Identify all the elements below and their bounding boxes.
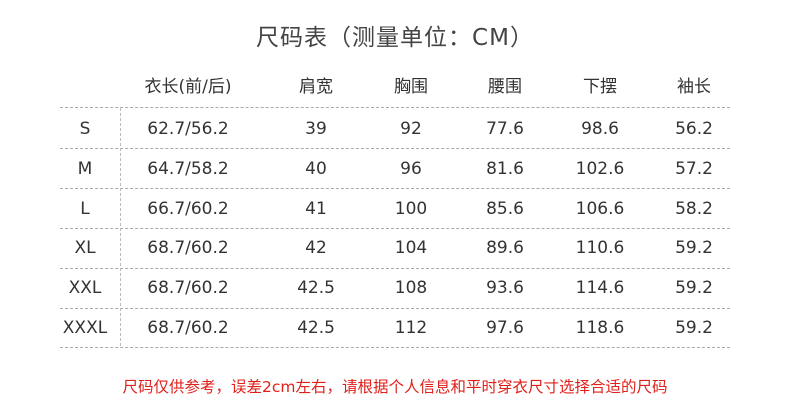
row-divider	[60, 107, 730, 108]
row-divider	[60, 347, 730, 348]
table-cell: 114.6	[575, 278, 625, 299]
table-cell: 77.6	[486, 119, 524, 139]
table-cell: 104	[394, 238, 428, 259]
row-divider	[60, 148, 730, 149]
row-divider	[60, 308, 730, 309]
table-cell: 118.6	[575, 318, 625, 338]
table-cell: 59.2	[675, 318, 713, 338]
table-cell: 85.6	[486, 198, 524, 219]
column-header: 胸围	[394, 77, 428, 97]
table-cell: 68.7/60.2	[147, 318, 229, 338]
column-header: 下摆	[583, 77, 617, 97]
table-cell: 40	[305, 158, 327, 179]
column-header: 袖长	[677, 77, 711, 97]
table-cell: 68.7/60.2	[147, 238, 229, 259]
size-label: XXL	[68, 278, 102, 299]
size-label: L	[80, 198, 90, 219]
size-label: S	[79, 119, 91, 139]
size-label: M	[77, 158, 93, 179]
table-cell: 39	[305, 119, 327, 139]
disclaimer-note: 尺码仅供参考，误差2cm左右，请根据个人信息和平时穿衣尺寸选择合适的尺码	[122, 378, 668, 396]
column-header: 肩宽	[299, 77, 333, 97]
table-cell: 112	[394, 318, 428, 338]
row-divider	[60, 228, 730, 229]
page-title: 尺码表（测量单位：CM）	[256, 25, 534, 51]
table-cell: 57.2	[675, 158, 713, 179]
table-cell: 41	[305, 198, 327, 219]
table-cell: 68.7/60.2	[147, 278, 229, 299]
row-divider	[60, 268, 730, 269]
table-cell: 62.7/56.2	[147, 119, 229, 139]
size-label: XL	[74, 238, 96, 259]
size-label: XXXL	[62, 318, 108, 338]
table-cell: 59.2	[675, 278, 713, 299]
table-cell: 64.7/58.2	[147, 158, 229, 179]
table-cell: 42.5	[297, 318, 335, 338]
table-cell: 102.6	[575, 158, 625, 179]
table-cell: 93.6	[486, 278, 524, 299]
table-cell: 92	[400, 119, 422, 139]
table-cell: 42.5	[297, 278, 335, 299]
table-cell: 56.2	[675, 119, 713, 139]
table-cell: 100	[394, 198, 428, 219]
column-header: 衣长(前/后)	[144, 77, 232, 97]
table-cell: 98.6	[581, 119, 619, 139]
table-cell: 108	[394, 278, 428, 299]
table-cell: 97.6	[486, 318, 524, 338]
table-cell: 106.6	[575, 198, 625, 219]
table-cell: 59.2	[675, 238, 713, 259]
row-divider	[60, 188, 730, 189]
column-header: 腰围	[488, 77, 522, 97]
table-cell: 81.6	[486, 158, 524, 179]
column-divider	[120, 108, 121, 346]
table-cell: 66.7/60.2	[147, 198, 229, 219]
table-cell: 89.6	[486, 238, 524, 259]
table-cell: 110.6	[575, 238, 625, 259]
table-cell: 96	[400, 158, 422, 179]
table-cell: 42	[305, 238, 327, 259]
table-cell: 58.2	[675, 198, 713, 219]
